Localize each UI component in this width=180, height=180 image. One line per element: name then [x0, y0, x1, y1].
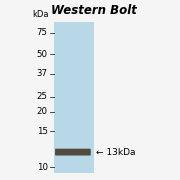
Text: 50: 50: [37, 50, 48, 59]
Text: 25: 25: [37, 92, 48, 101]
FancyBboxPatch shape: [54, 22, 94, 173]
Text: 15: 15: [37, 127, 48, 136]
Text: 75: 75: [37, 28, 48, 37]
Text: kDa: kDa: [32, 10, 49, 19]
Text: ← 13kDa: ← 13kDa: [96, 148, 136, 157]
Text: Western Bolt: Western Bolt: [51, 4, 137, 17]
Text: 10: 10: [37, 163, 48, 172]
Text: 37: 37: [37, 69, 48, 78]
FancyBboxPatch shape: [55, 149, 91, 156]
Text: 20: 20: [37, 107, 48, 116]
